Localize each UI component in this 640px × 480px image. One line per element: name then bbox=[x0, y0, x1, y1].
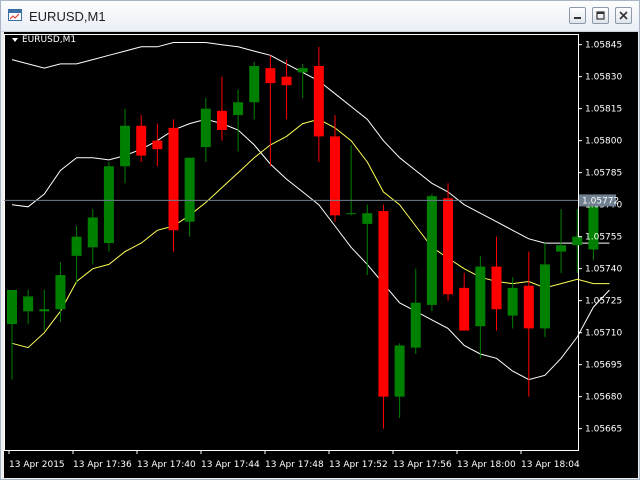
x-tick-label: 13 Apr 17:56 bbox=[393, 460, 452, 470]
candle-body bbox=[297, 68, 308, 73]
x-tick-label: 13 Apr 17:36 bbox=[73, 460, 132, 470]
bid-price-box bbox=[579, 194, 616, 207]
indicator-line-1 bbox=[11, 118, 610, 381]
x-tick-label: 13 Apr 18:04 bbox=[521, 460, 580, 470]
candle-body bbox=[71, 236, 82, 256]
y-tick-label: 1.05740 bbox=[585, 265, 622, 275]
candle-body bbox=[87, 217, 98, 248]
candle-body bbox=[491, 266, 502, 310]
x-tick-label: 13 Apr 17:44 bbox=[201, 460, 260, 470]
candle-body bbox=[103, 166, 114, 244]
minimize-button[interactable] bbox=[569, 7, 586, 24]
candle-body bbox=[216, 110, 227, 130]
candle-body bbox=[443, 198, 454, 295]
candle-body bbox=[330, 136, 340, 216]
candle-body bbox=[572, 236, 583, 246]
indicator-line-3 bbox=[11, 42, 610, 244]
candle-body bbox=[394, 345, 405, 397]
candle-body bbox=[523, 285, 534, 329]
candle-body bbox=[459, 287, 470, 331]
candle-body bbox=[184, 157, 195, 222]
candle-body bbox=[7, 290, 17, 325]
dropdown-triangle-icon bbox=[12, 37, 18, 42]
y-tick-label: 1.05845 bbox=[585, 41, 622, 51]
candle-body bbox=[281, 76, 292, 86]
candle-body bbox=[588, 198, 599, 250]
y-tick-label: 1.05800 bbox=[585, 137, 622, 147]
x-tick-label: 13 Apr 17:48 bbox=[265, 460, 324, 470]
x-tick-label: 13 Apr 17:40 bbox=[137, 460, 196, 470]
chart-window-icon bbox=[8, 9, 22, 21]
chart-symbol-label[interactable]: EURUSD,M1 bbox=[12, 35, 76, 45]
price-chart[interactable]: 1.05845 1.05830 1.05815 1.05800 1.05785 1.057… bbox=[4, 32, 638, 478]
candle-body bbox=[556, 245, 567, 252]
candle-body bbox=[136, 125, 147, 156]
y-tick-label: 1.05680 bbox=[585, 393, 622, 403]
y-tick-label: 1.05830 bbox=[585, 73, 622, 83]
candle-body bbox=[55, 275, 66, 310]
maximize-icon bbox=[596, 11, 605, 20]
candle-body bbox=[168, 127, 179, 231]
candle-body bbox=[249, 66, 260, 103]
y-tick-label: 1.05815 bbox=[585, 105, 622, 115]
minimize-icon bbox=[574, 17, 581, 19]
candle-body bbox=[233, 102, 244, 116]
candle-body bbox=[200, 108, 211, 148]
candle-body bbox=[426, 196, 437, 305]
chart-symbol-text: EURUSD,M1 bbox=[22, 35, 77, 45]
candle-body bbox=[378, 211, 389, 397]
bid-price-label: 1.05772 bbox=[582, 196, 619, 206]
candle-body bbox=[265, 68, 276, 84]
candle-body bbox=[539, 264, 550, 329]
candle-body bbox=[346, 213, 357, 215]
y-tick-label: 1.05665 bbox=[585, 425, 622, 435]
indicator-line-2 bbox=[11, 118, 610, 349]
window-title: EURUSD,M1 bbox=[29, 9, 106, 24]
y-tick-label: 1.05695 bbox=[585, 361, 622, 371]
y-tick-label: 1.05725 bbox=[585, 297, 622, 307]
y-tick-label: 1.05785 bbox=[585, 169, 622, 179]
y-tick-label: 1.05710 bbox=[585, 329, 622, 339]
candle-body bbox=[362, 213, 373, 224]
x-tick-label: 13 Apr 18:00 bbox=[457, 460, 516, 470]
chart-area[interactable]: 1.05845 1.05830 1.05815 1.05800 1.05785 1.057… bbox=[4, 32, 638, 478]
candle-body bbox=[313, 66, 324, 137]
close-icon bbox=[619, 11, 628, 20]
candle-body bbox=[23, 296, 34, 312]
x-tick-label: 13 Apr 2015 bbox=[9, 460, 65, 470]
y-tick-label: 1.05755 bbox=[585, 233, 622, 243]
candle-body bbox=[152, 140, 163, 150]
candle-body bbox=[507, 287, 518, 316]
candle-body bbox=[39, 309, 50, 312]
close-button[interactable] bbox=[615, 7, 632, 24]
candle-body bbox=[120, 125, 131, 167]
x-tick-label: 13 Apr 17:52 bbox=[329, 460, 388, 470]
maximize-button[interactable] bbox=[592, 7, 609, 24]
candle-body bbox=[475, 266, 486, 327]
candle-body bbox=[410, 302, 421, 348]
title-bar[interactable]: EURUSD,M1 bbox=[1, 1, 639, 32]
